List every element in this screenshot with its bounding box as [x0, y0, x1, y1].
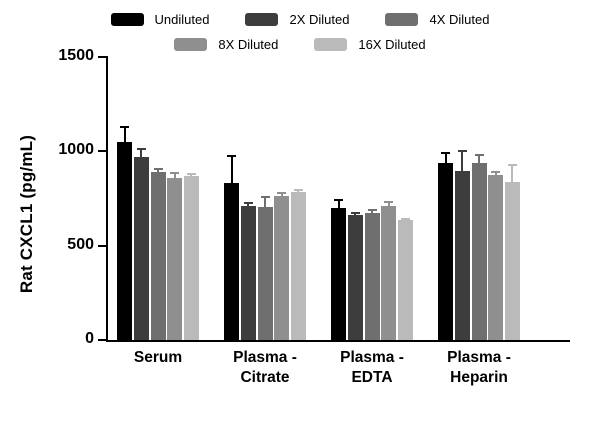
- legend-label: 4X Diluted: [429, 12, 490, 27]
- legend-item: 8X Diluted: [174, 37, 278, 52]
- error-bar-cap: [367, 208, 377, 211]
- error-bar-cap: [277, 191, 287, 194]
- y-tick-mark: [98, 339, 106, 341]
- chart-legend: Undiluted 2X Diluted 4X Diluted 8X Diluted 1…: [0, 12, 600, 52]
- error-bar-cap: [474, 154, 484, 157]
- y-tick-label: 0: [85, 330, 94, 347]
- error-bar: [280, 192, 283, 196]
- error-bar: [494, 172, 497, 175]
- error-bar: [230, 156, 233, 184]
- bar-16x-diluted: [397, 220, 413, 340]
- error-bar-cap: [334, 199, 344, 202]
- error-bar-cap: [491, 171, 501, 174]
- error-bar: [173, 173, 176, 178]
- error-bar: [511, 164, 514, 182]
- legend-item: 4X Diluted: [385, 12, 489, 27]
- error-bar: [444, 153, 447, 163]
- x-axis-category-label: Plasma - Citrate: [233, 349, 297, 387]
- y-axis-title: Rat CXCL1 (pg/mL): [17, 134, 36, 294]
- y-tick-mark: [98, 56, 106, 58]
- error-bar-cap: [400, 217, 410, 220]
- error-bar: [461, 151, 464, 172]
- error-bar: [264, 196, 266, 207]
- bar-2x-diluted: [347, 214, 363, 340]
- error-bar-cap: [260, 195, 270, 198]
- bar-4x-diluted: [364, 212, 380, 340]
- error-bar-cap: [227, 155, 237, 158]
- bar-16x-diluted: [183, 175, 199, 340]
- error-bar: [337, 200, 340, 208]
- error-bar-cap: [186, 172, 196, 175]
- error-bar: [157, 169, 159, 173]
- error-bar-cap: [120, 125, 130, 128]
- legend-swatch-icon: [245, 13, 279, 26]
- bar-16x-diluted: [504, 181, 520, 340]
- bar-16x-diluted: [290, 191, 306, 340]
- bar-8x-diluted: [167, 177, 183, 340]
- legend-row: 8X Diluted 16X Diluted: [174, 37, 426, 52]
- legend-swatch-icon: [110, 13, 144, 26]
- legend-item: Undiluted: [110, 12, 210, 27]
- bar-undiluted: [224, 183, 240, 340]
- bar-4x-diluted: [257, 206, 273, 340]
- error-bar: [140, 148, 143, 157]
- error-bar: [478, 155, 480, 163]
- bar-4x-diluted: [150, 172, 166, 340]
- bar-8x-diluted: [488, 174, 504, 340]
- error-bar-cap: [293, 189, 303, 191]
- x-axis-line: [106, 340, 570, 342]
- legend-swatch-icon: [174, 38, 208, 51]
- y-axis-line: [106, 56, 108, 342]
- legend-label: 2X Diluted: [289, 12, 350, 27]
- legend-row: Undiluted 2X Diluted 4X Diluted: [110, 12, 489, 27]
- x-axis-category-label: Plasma - Heparin: [447, 349, 511, 387]
- error-bar-cap: [170, 172, 180, 175]
- error-bar: [387, 202, 390, 207]
- error-bar-cap: [384, 201, 394, 204]
- error-bar-cap: [441, 152, 451, 155]
- error-bar: [123, 126, 126, 142]
- legend-item: 2X Diluted: [245, 12, 349, 27]
- legend-item: 16X Diluted: [314, 37, 426, 52]
- bar-undiluted: [331, 207, 347, 340]
- error-bar: [371, 209, 373, 213]
- bar-undiluted: [117, 141, 133, 340]
- bar-8x-diluted: [381, 206, 397, 340]
- legend-swatch-icon: [314, 38, 348, 51]
- bar-2x-diluted: [133, 156, 149, 340]
- error-bar-cap: [350, 211, 360, 214]
- error-bar: [247, 203, 250, 207]
- y-tick-label: 1500: [58, 47, 94, 64]
- bar-4x-diluted: [471, 162, 487, 340]
- error-bar-cap: [136, 147, 146, 150]
- error-bar-cap: [243, 202, 253, 205]
- y-tick-mark: [98, 150, 106, 153]
- legend-swatch-icon: [385, 13, 419, 26]
- error-bar-cap: [507, 163, 517, 166]
- legend-label: 8X Diluted: [218, 37, 279, 52]
- legend-label: Undiluted: [154, 12, 210, 27]
- y-tick-label: 500: [67, 235, 94, 253]
- bar-undiluted: [438, 162, 454, 340]
- y-tick-label: 1000: [58, 141, 94, 159]
- bar-8x-diluted: [274, 195, 290, 340]
- x-axis-category-label: Serum: [133, 349, 183, 366]
- x-axis-category-label: Plasma - EDTA: [340, 349, 404, 387]
- bar-2x-diluted: [454, 171, 470, 340]
- y-tick-mark: [98, 244, 106, 247]
- error-bar-cap: [153, 168, 163, 171]
- legend-label: 16X Diluted: [358, 37, 426, 52]
- bar-2x-diluted: [240, 206, 256, 340]
- error-bar-cap: [457, 150, 467, 153]
